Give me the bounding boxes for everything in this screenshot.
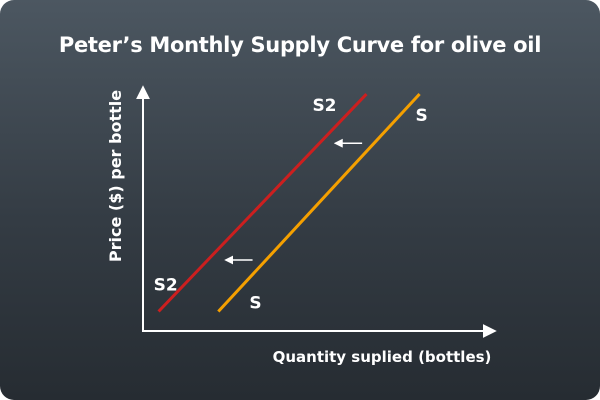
annotation-layer [224,138,363,265]
series-label-s2-end: S2 [312,96,336,116]
series-layer: S S S2 S2 [154,93,428,313]
series-label-s-start: S [249,293,261,313]
supply-line-s [217,93,421,313]
supply-line-s2 [157,93,368,313]
series-label-s2-start: S2 [154,275,178,295]
y-axis-label: Price ($) per bottle [106,90,125,262]
chart-title: Peter’s Monthly Supply Curve for olive o… [58,33,542,57]
x-axis-label: Quantity suplied (bottles) [273,348,492,366]
series-label-s-end: S [416,106,428,126]
